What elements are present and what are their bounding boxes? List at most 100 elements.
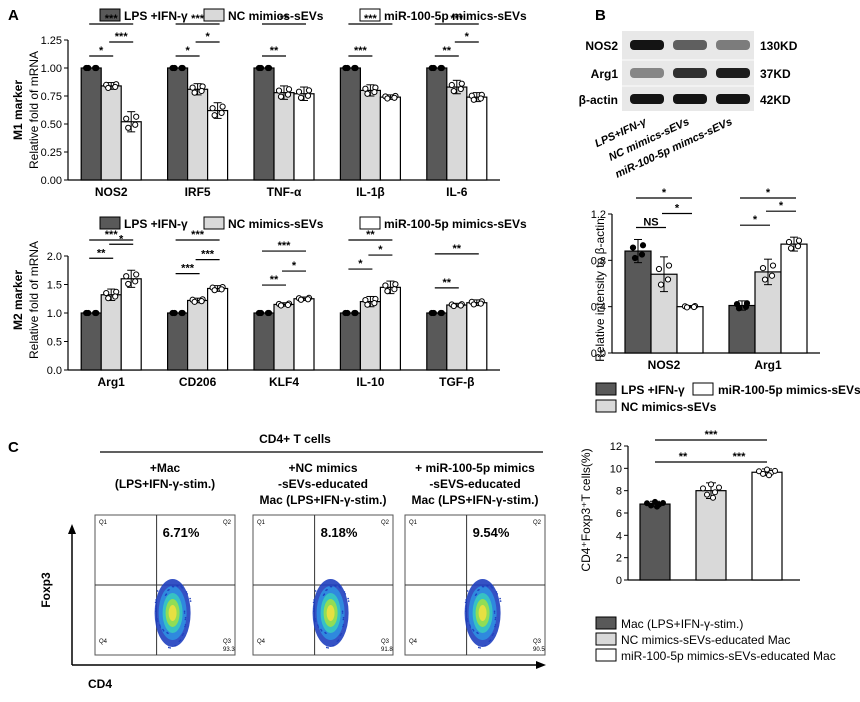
- data-point: [384, 95, 391, 102]
- bar: [187, 299, 209, 371]
- data-point: [178, 64, 185, 72]
- flow-panel-title: +NC mimics: [288, 461, 357, 475]
- data-point: [112, 83, 119, 91]
- data-point: [285, 86, 293, 93]
- flow-event: [185, 591, 188, 593]
- y-tick-label: 4: [616, 530, 622, 542]
- flow-event: [344, 593, 347, 595]
- flow-event: [184, 624, 187, 626]
- flow-event: [183, 612, 186, 614]
- flow-event: [469, 624, 471, 627]
- data-point: [295, 88, 303, 95]
- data-point: [735, 305, 743, 312]
- data-point: [105, 295, 112, 302]
- flow-event: [184, 618, 187, 621]
- data-point: [437, 309, 444, 317]
- flow-event: [186, 593, 189, 595]
- flow-event: [314, 618, 317, 620]
- data-point: [794, 243, 802, 250]
- flow-event: [494, 624, 497, 626]
- m2-ylabel-2: Relative fold of mRNA: [27, 241, 41, 359]
- data-point: [304, 92, 312, 99]
- significance-label: **: [679, 451, 688, 463]
- data-point: [660, 499, 666, 506]
- significance-label: ***: [115, 31, 129, 43]
- blot-row-label: β-actin: [579, 93, 618, 107]
- flow-q2-percent: 8.18%: [321, 525, 358, 540]
- legend-swatch-lps: [99, 216, 121, 230]
- blot-row-label: NOS2: [585, 39, 618, 53]
- flow-event: [167, 646, 170, 649]
- flow-event: [155, 608, 157, 610]
- flow-event: [167, 589, 169, 592]
- data-point: [211, 112, 218, 119]
- data-point: [178, 309, 185, 317]
- flow-event: [317, 624, 319, 627]
- data-point: [133, 113, 140, 120]
- x-category-label: KLF4: [269, 375, 299, 389]
- flow-q3-value: 90.5: [533, 647, 545, 653]
- significance-label: **: [366, 229, 375, 241]
- flow-event: [496, 593, 499, 595]
- data-point: [371, 300, 378, 307]
- significance-label: ***: [278, 240, 292, 252]
- bar: [639, 503, 671, 581]
- data-point: [92, 309, 99, 317]
- data-point: [648, 502, 654, 509]
- bar: [253, 67, 275, 181]
- flow-event: [493, 612, 496, 614]
- significance-label: *: [358, 258, 363, 270]
- data-point: [105, 84, 112, 92]
- data-point: [264, 309, 272, 317]
- bar: [339, 67, 361, 181]
- flow-event: [493, 610, 496, 613]
- legend-label-lps: LPS +IFN-γ: [124, 9, 188, 23]
- data-point: [430, 64, 437, 72]
- data-point: [219, 103, 226, 110]
- y-tick-label: 1.2: [591, 209, 606, 221]
- flow-event: [182, 632, 185, 635]
- y-tick-label: 0.5: [47, 337, 62, 349]
- flow-quad-label: Q4: [409, 639, 418, 645]
- data-point: [344, 64, 351, 72]
- legend-swatch-nc: [203, 8, 225, 22]
- data-point: [305, 87, 313, 94]
- x-category-label: Arg1: [754, 358, 782, 372]
- data-point: [742, 303, 750, 310]
- legend-swatch-lps: [99, 8, 121, 22]
- data-point: [112, 293, 119, 300]
- flow-event: [499, 597, 501, 600]
- flow-event: [159, 624, 161, 627]
- flow-event: [156, 620, 159, 622]
- flow-event: [325, 632, 327, 635]
- x-category-label: IL-1β: [356, 185, 385, 199]
- legend-label-mac: Mac (LPS+IFN-γ-stim.): [621, 617, 743, 631]
- blot-size-label: 130KD: [760, 39, 798, 53]
- significance-label: ***: [450, 13, 464, 25]
- flow-event: [477, 589, 479, 592]
- bar: [695, 490, 727, 581]
- y-tick-label: 0.0: [47, 365, 62, 377]
- x-category-label: NOS2: [95, 185, 128, 199]
- data-point: [787, 245, 795, 252]
- flow-panel-title: + miR-100-5p mimics: [415, 461, 535, 475]
- legend-swatch-nc: [595, 399, 617, 413]
- flow-panels: +Mac (LPS+IFN-γ-stim.) Q1 Q2 Q4 Q3 93.3 6.71% +N…: [94, 461, 546, 656]
- bar: [120, 278, 142, 371]
- blot-row-label: Arg1: [591, 67, 619, 81]
- significance-label: *: [662, 187, 667, 199]
- data-point: [257, 309, 265, 317]
- data-point: [470, 96, 477, 103]
- flow-q2-percent: 6.71%: [163, 525, 200, 540]
- significance-label: *: [119, 233, 124, 245]
- flow-quad-label: Q4: [99, 639, 108, 645]
- m2-ylabel-1: M2 marker: [11, 270, 25, 330]
- flow-event: [347, 597, 349, 600]
- legend-label-mir: miR-100-5p mimics-sEVs: [384, 9, 527, 23]
- y-tick-label: 0.00: [41, 175, 62, 187]
- significance-label: *: [779, 200, 784, 212]
- significance-label: ***: [181, 263, 195, 275]
